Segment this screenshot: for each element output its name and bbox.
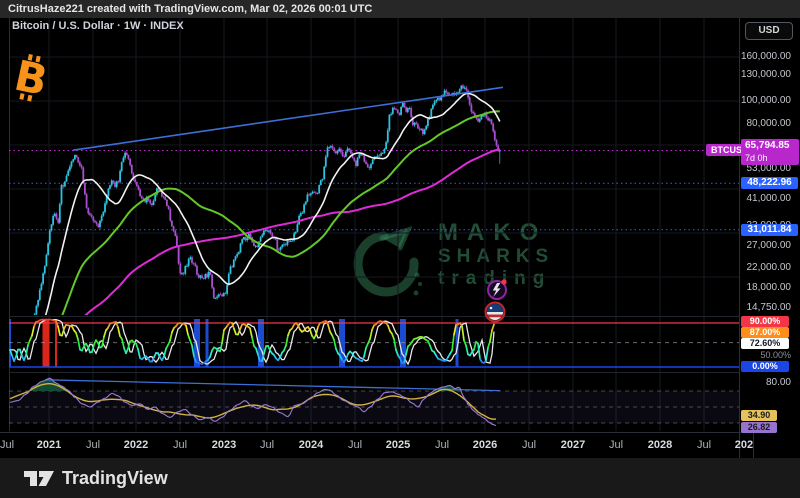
symbol-title: Bitcoin / U.S. Dollar · 1W · INDEX [12,20,184,32]
tradingview-logo-icon[interactable] [22,466,56,490]
time-tick-label: 2023 [211,439,237,451]
main-price-pane [33,84,504,315]
shark-logo-icon [353,225,422,297]
time-tick-label: Jul [696,439,712,451]
time-tick-label: 2028 [647,439,673,451]
boost-bubble-icon[interactable] [487,279,507,300]
symbol-price-value-tag: 65,794.85 7d 0h [741,139,799,165]
time-tick-label: Jul [172,439,188,451]
bitcoin-logo-icon: B [10,51,52,106]
time-tick-label: 2022 [123,439,149,451]
time-tick-label: 2026 [472,439,498,451]
brand-name[interactable]: TradingView [62,467,168,488]
time-axis[interactable]: Jul 2021 Jul 2022 Jul 2023 Jul 2024 Jul 2025 Jul 20… [0,432,753,458]
time-tick-label: Jul [434,439,450,451]
time-tick-label: Jul [608,439,624,451]
last-price: 65,794.85 [745,140,790,151]
attribution-text: CitrusHaze221 created with TradingView.c… [8,3,373,15]
time-tick-label: Jul [0,439,15,451]
flag-bubble-icon[interactable] [484,301,506,323]
time-tick-label: Jul [521,439,537,451]
time-tick-label: Jul [259,439,275,451]
bar-countdown: 7d 0h [745,153,768,163]
time-tick-label: 2021 [36,439,62,451]
stochastic-pane [9,318,739,368]
rsi-pane [9,377,739,427]
currency-unit-button[interactable]: USD [745,22,793,40]
time-tick-label: 2029 [734,439,753,451]
time-tick-label: 2025 [385,439,411,451]
brand-bar: TradingView [0,458,800,498]
time-tick-label: Jul [347,439,363,451]
attribution-bar: CitrusHaze221 created with TradingView.c… [0,0,800,18]
watermark-line3: trading [438,268,552,289]
time-tick-label: 2027 [560,439,586,451]
stoch-mid-level-label: 50.00% [760,350,791,360]
watermark-line2: SHARKS [438,246,555,267]
time-tick-label: Jul [85,439,101,451]
time-tick-label: 2024 [298,439,324,451]
